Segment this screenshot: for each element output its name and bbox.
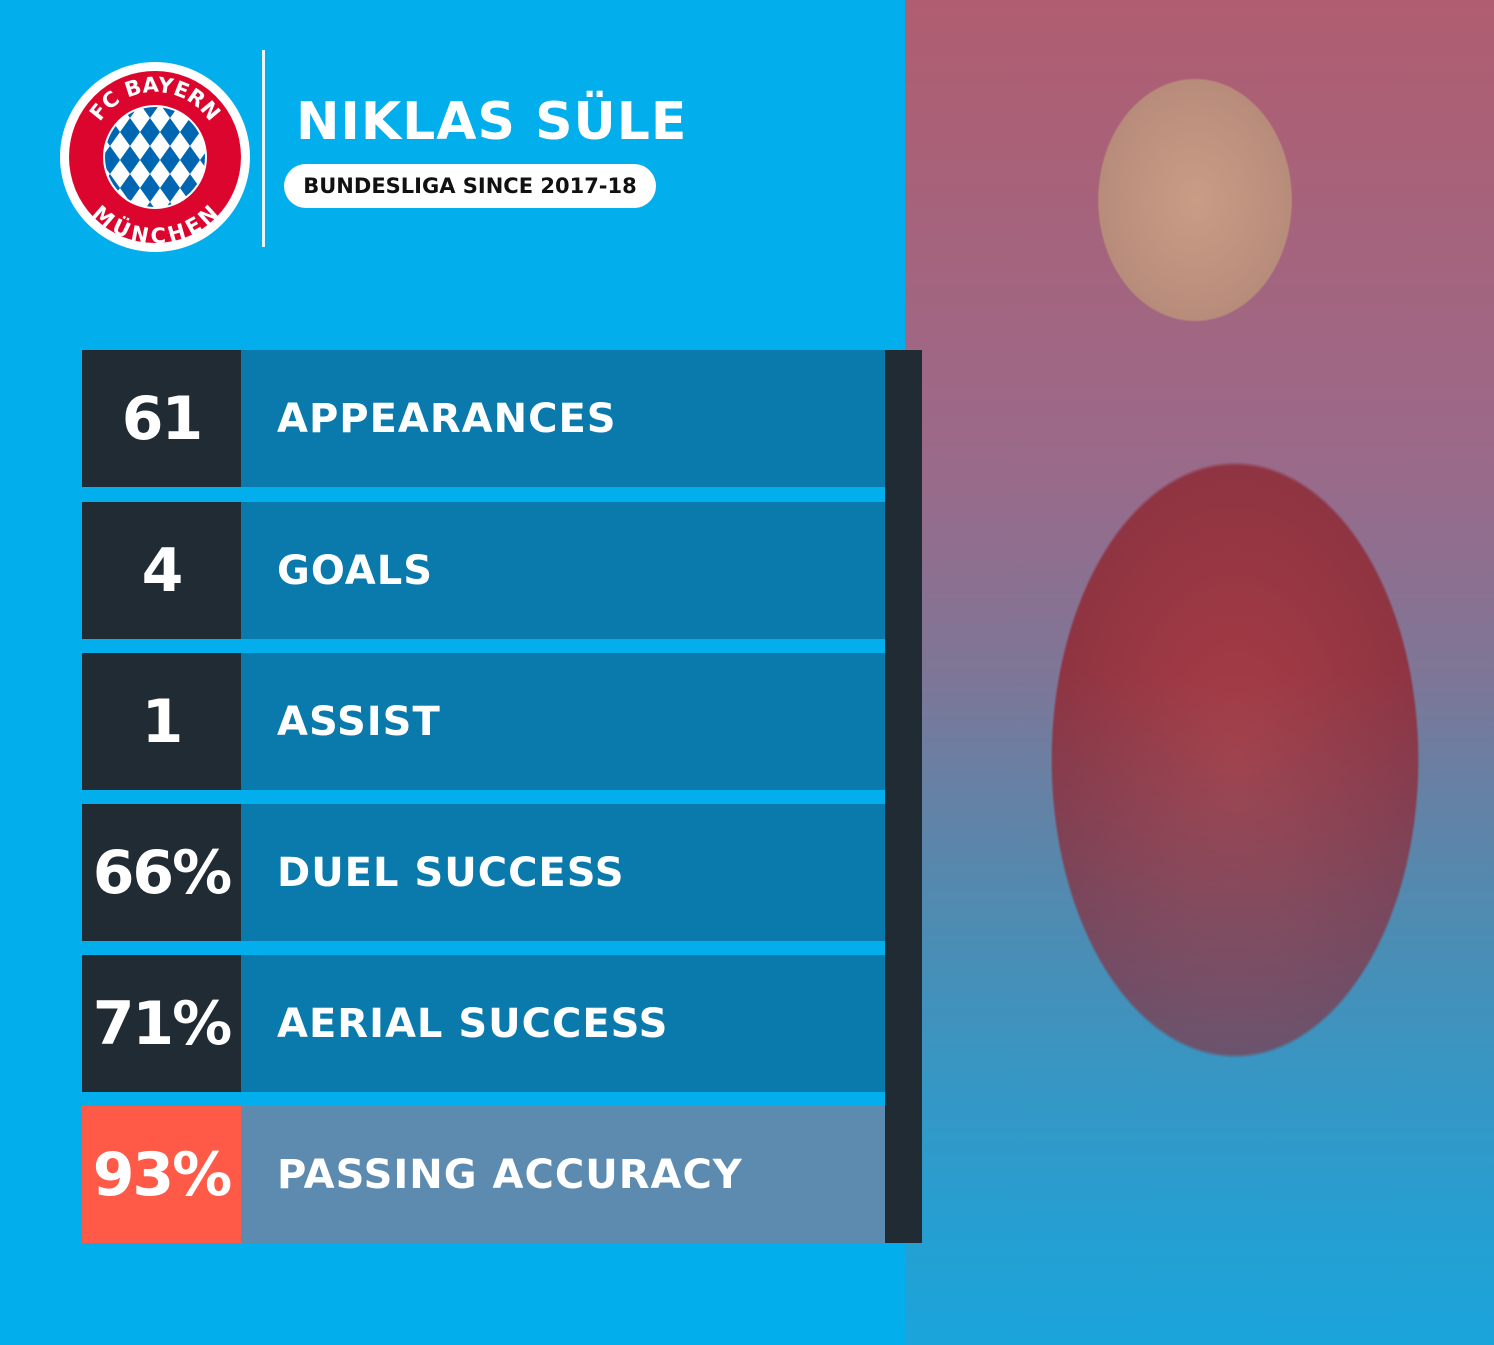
stat-label: APPEARANCES: [241, 350, 885, 487]
stat-value: 93%: [82, 1106, 241, 1243]
stat-value: 1: [82, 653, 241, 790]
stat-label: GOALS: [241, 502, 885, 639]
stat-value: 66%: [82, 804, 241, 941]
stat-row-duel-success: 66% DUEL SUCCESS: [82, 804, 885, 941]
stats-side-bar: [885, 350, 922, 1243]
subtitle-badge: BUNDESLIGA SINCE 2017-18: [284, 164, 656, 208]
stat-row-passing-accuracy: 93% PASSING ACCURACY: [82, 1106, 885, 1243]
player-photo: [905, 0, 1494, 1345]
header-divider: [262, 50, 265, 247]
stat-label: DUEL SUCCESS: [241, 804, 885, 941]
player-name: NIKLAS SÜLE: [296, 92, 688, 152]
stat-value: 71%: [82, 955, 241, 1092]
stat-label: PASSING ACCURACY: [241, 1106, 885, 1243]
fc-bayern-crest-logo: FC BAYERN MÜNCHEN: [60, 62, 250, 252]
stat-row-goals: 4 GOALS: [82, 502, 885, 639]
stat-label: ASSIST: [241, 653, 885, 790]
stat-value: 61: [82, 350, 241, 487]
stat-row-appearances: 61 APPEARANCES: [82, 350, 885, 487]
stat-row-aerial-success: 71% AERIAL SUCCESS: [82, 955, 885, 1092]
stat-label: AERIAL SUCCESS: [241, 955, 885, 1092]
stat-row-assist: 1 ASSIST: [82, 653, 885, 790]
photo-overlay: [905, 0, 1494, 1345]
stat-value: 4: [82, 502, 241, 639]
